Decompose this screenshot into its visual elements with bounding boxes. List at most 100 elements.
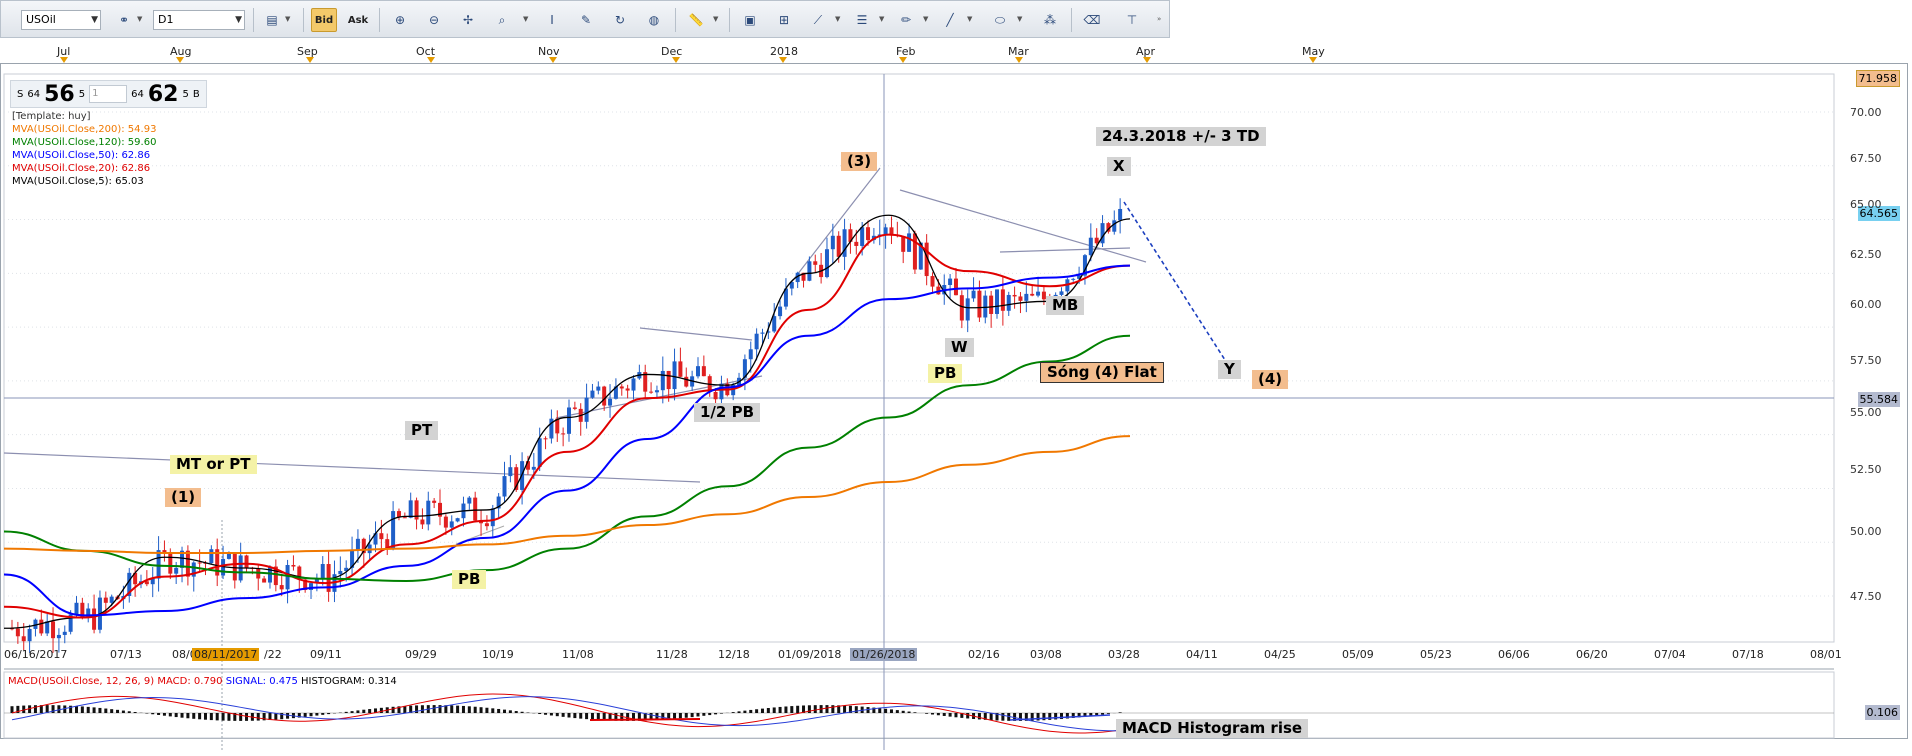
candle-up [320, 564, 325, 580]
ruler-icon[interactable]: 📏 [688, 13, 704, 27]
template-label[interactable]: [Template: huy] [12, 111, 91, 122]
lot-amount-input[interactable]: 1 [89, 85, 128, 103]
timeframe-select[interactable]: D1 ▼ [153, 10, 245, 30]
image-icon[interactable]: ▣ [744, 13, 756, 27]
mva20-legend[interactable]: MVA(USOil.Close,20): 62.86 [12, 163, 151, 174]
candle-down [185, 550, 190, 577]
candle-up [608, 398, 613, 406]
candle-up [631, 378, 636, 391]
macd-histogram-bar [327, 713, 331, 715]
macd-histogram-bar [520, 711, 524, 713]
toolbar-separator [1071, 8, 1072, 32]
macd-histogram-bar [1024, 713, 1028, 721]
candle-down [162, 550, 167, 554]
wave-x-label[interactable]: X [1107, 157, 1131, 176]
macd-histogram-bar [766, 708, 770, 713]
macd-histogram-bar [667, 713, 671, 720]
zoom-out-icon[interactable]: ⊖ [428, 13, 440, 27]
candle-up [537, 438, 542, 467]
macd-histogram-bar [315, 713, 319, 716]
candle-up [455, 518, 460, 522]
macd-histogram-bar [872, 707, 876, 713]
mva50-legend[interactable]: MVA(USOil.Close,50): 62.86 [12, 150, 151, 161]
wave-w-label[interactable]: W [945, 338, 974, 357]
macd-title[interactable]: MACD(USOil.Close, 12, 26, 9) [8, 676, 155, 687]
pencil-icon[interactable]: ✏ [900, 13, 912, 27]
candle-up [508, 467, 513, 477]
wave-y-label[interactable]: Y [1218, 360, 1241, 379]
wave3-label[interactable]: (3) [841, 152, 878, 171]
ask-button[interactable]: Ask [347, 14, 369, 26]
candle-down [1012, 294, 1017, 297]
overflow-icon[interactable]: » [1157, 15, 1162, 23]
macd-histogram-bar [1101, 713, 1105, 715]
lines-icon[interactable]: ☰ [856, 13, 868, 27]
macd-histogram-bar [843, 705, 847, 713]
date-target-note[interactable]: 24.3.2018 +/- 3 TD [1096, 127, 1266, 146]
zoom-range-icon[interactable]: ⌕ [498, 12, 506, 27]
bid-button[interactable]: Bid [311, 8, 337, 32]
crosshair-icon[interactable]: ✢ [462, 13, 474, 27]
link-symbol-icon[interactable]: ⚭ [118, 13, 130, 27]
macd-indicator [4, 693, 1834, 734]
candle-down [561, 433, 566, 435]
candle-down [901, 235, 906, 252]
candle-down [420, 519, 425, 525]
chart-type-icon[interactable]: ▤ [266, 13, 278, 27]
sell-price-pips[interactable]: 56 [44, 81, 75, 107]
macd-histogram-bar [174, 713, 178, 718]
current-price-tag: 64.565 [1857, 206, 1900, 221]
macd-histogram-bar [573, 713, 577, 719]
buy-label: B [192, 88, 200, 100]
macd-histogram-bar [461, 705, 465, 713]
mt-or-pt-label[interactable]: MT or PT [170, 455, 257, 474]
mva200-legend[interactable]: MVA(USOil.Close,200): 54.93 [12, 124, 157, 135]
template-icon[interactable]: ✎ [580, 13, 592, 27]
pt-label[interactable]: PT [405, 421, 439, 440]
price-tick-label: 60.00 [1850, 298, 1882, 311]
candle-down [39, 619, 44, 634]
macd-histogram-bar [637, 713, 641, 721]
symbol-select[interactable]: USOil ▼ [21, 10, 101, 30]
macd-histogram-bar [110, 709, 114, 713]
shapes-icon[interactable]: ⁂ [1044, 13, 1056, 27]
mva120-legend[interactable]: MVA(USOil.Close,120): 59.60 [12, 137, 157, 148]
zoom-in-icon[interactable]: ⊕ [394, 13, 406, 27]
macd-histogram-bar [180, 713, 184, 718]
macd-histogram-bar [63, 705, 67, 713]
eraser-icon[interactable]: ⌫ [1083, 13, 1101, 27]
half-pb-label[interactable]: 1/2 PB [694, 403, 761, 422]
macd-histogram-note[interactable]: MACD Histogram rise [1116, 719, 1309, 738]
candle-down [279, 585, 284, 590]
layout-icon[interactable]: ⊤ [1126, 13, 1138, 27]
pb-oct-label[interactable]: PB [452, 570, 487, 589]
mva5-legend[interactable]: MVA(USOil.Close,5): 65.03 [12, 176, 144, 187]
wave4-label[interactable]: (4) [1252, 370, 1289, 389]
macd-histogram-bar [854, 706, 858, 713]
macd-histogram-bar [374, 708, 378, 713]
refresh-icon[interactable]: ↻ [614, 13, 626, 27]
macd-histogram-bar [884, 708, 888, 713]
pb-feb-label[interactable]: PB [928, 364, 963, 383]
price-tick-label: 67.50 [1850, 152, 1882, 165]
fibonacci-icon[interactable]: ⟋ [813, 12, 823, 27]
flat-wave-label[interactable]: Sóng (4) Flat [1040, 362, 1164, 383]
candle-up [1024, 293, 1029, 301]
candle-up [1036, 291, 1041, 296]
mb-label[interactable]: MB [1046, 296, 1085, 315]
macd-histogram-bar [989, 713, 993, 721]
date-tick-label: 11/28 [656, 648, 688, 661]
globe-icon[interactable]: ◍ [648, 13, 660, 27]
trendline-icon[interactable]: ╱ [946, 13, 954, 27]
support-trendline [999, 247, 1131, 253]
ellipse-icon[interactable]: ⬭ [994, 12, 1006, 27]
price-tick-label: 62.50 [1850, 248, 1882, 261]
wave1-label[interactable]: (1) [165, 488, 202, 507]
symbol-value: USOil [26, 13, 56, 26]
chart-window-icon[interactable]: ⊞ [778, 13, 790, 27]
indicator-icon[interactable]: Ⅰ [550, 13, 554, 27]
buy-price-pips[interactable]: 62 [147, 81, 179, 107]
candle-down [836, 235, 841, 257]
candle-down [889, 227, 894, 235]
